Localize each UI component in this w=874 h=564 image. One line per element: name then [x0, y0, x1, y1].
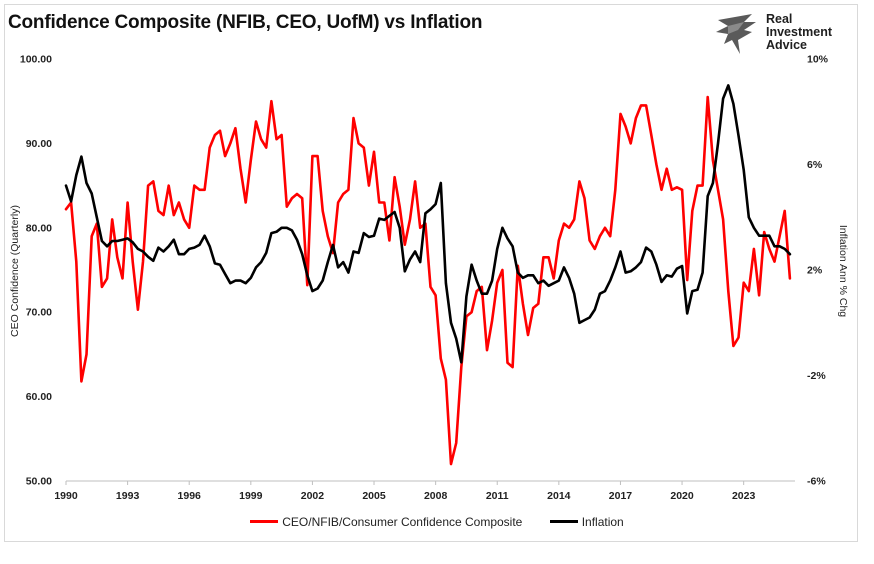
eagle-logo-icon: [716, 14, 756, 54]
x-tick-label: 1999: [239, 490, 263, 502]
left-tick-label: 100.00: [20, 54, 52, 66]
x-tick-label: 2014: [547, 490, 571, 502]
x-tick-label: 2002: [301, 490, 325, 502]
x-tick-label: 2011: [486, 490, 509, 502]
right-tick-label: -2%: [807, 370, 826, 382]
right-tick-label: 2%: [807, 265, 823, 277]
left-tick-label: 60.00: [26, 391, 52, 403]
legend-item-inflation: Inflation: [549, 514, 624, 529]
right-tick-label: 6%: [807, 159, 823, 171]
x-tick-label: 2008: [424, 490, 448, 502]
left-tick-label: 80.00: [26, 222, 52, 234]
dual-axis-line-chart: 50.00 60.00 70.00 80.00 90.00 100.00 -6% -2% 2%…: [9, 54, 849, 503]
left-tick-label: 70.00: [26, 307, 52, 319]
chart-title: Confidence Composite (NFIB, CEO, UofM) v…: [8, 12, 483, 33]
series-line-composite: [64, 95, 792, 466]
x-tick-label: 1996: [178, 490, 202, 502]
logo-line-1: Real: [766, 12, 793, 26]
right-tick-label: 10%: [807, 54, 829, 66]
right-axis-label: Inflation Ann % Chg: [837, 225, 849, 317]
brand-logo: Real Investment Advice: [714, 10, 844, 58]
logo-text: Real Investment Advice: [766, 13, 832, 52]
right-tick-label: -6%: [807, 476, 826, 488]
left-tick-label: 50.00: [26, 476, 52, 488]
chart-frame: [4, 4, 858, 542]
right-axis-ticks: -6% -2% 2% 6% 10%: [807, 54, 829, 488]
series-layer: [64, 84, 792, 466]
x-tick-label: 2017: [609, 490, 633, 502]
left-axis-ticks: 50.00 60.00 70.00 80.00 90.00 100.00: [20, 54, 52, 488]
legend-label-inflation: Inflation: [581, 514, 624, 529]
x-tick-label: 2005: [362, 490, 386, 502]
x-tick-label: 1990: [54, 490, 78, 502]
legend-label-composite: CEO/NFIB/Consumer Confidence Composite: [282, 514, 523, 529]
x-axis-ticks: 1990 1993 1996 1999 2002 2005 2008 2011 2014 2017…: [54, 481, 756, 502]
logo-line-3: Advice: [766, 38, 807, 52]
legend: CEO/NFIB/Consumer Confidence Composite I…: [0, 512, 874, 529]
left-tick-label: 90.00: [26, 138, 52, 150]
legend-swatch-composite: [250, 520, 279, 523]
legend-swatch-inflation: [549, 520, 578, 523]
left-axis-label: CEO Confidence (Quarterly): [9, 205, 21, 337]
x-tick-label: 1993: [116, 490, 140, 502]
legend-item-composite: CEO/NFIB/Consumer Confidence Composite: [250, 515, 522, 529]
x-tick-label: 2020: [670, 490, 694, 502]
series-line-inflation: [64, 84, 792, 364]
logo-line-2: Investment: [766, 25, 832, 39]
x-tick-label: 2023: [732, 490, 756, 502]
